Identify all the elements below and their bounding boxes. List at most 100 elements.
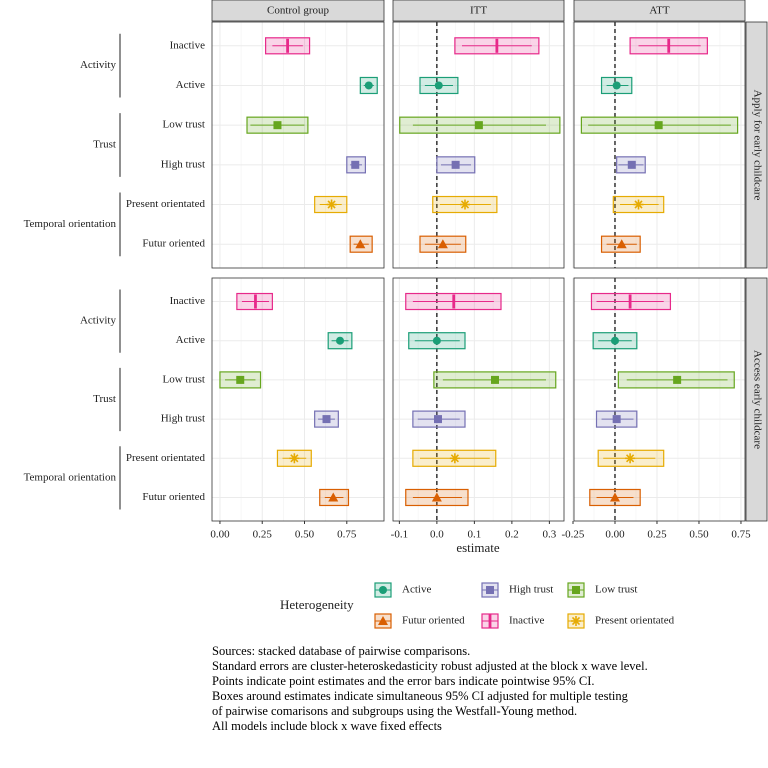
panel-border: [573, 277, 746, 522]
legend-key: [374, 613, 392, 629]
marker: [378, 616, 388, 625]
point-estimate: [326, 199, 337, 210]
y-tick-label: Futur oriented: [142, 491, 205, 503]
point-estimate: [236, 375, 245, 384]
legend-key: [374, 582, 392, 598]
x-tick-label: -0.25: [562, 529, 585, 541]
panel-border: [573, 21, 746, 269]
y-tick-label: High trust: [161, 158, 205, 170]
legend-label: Active: [402, 584, 431, 596]
group-label: Trust: [93, 393, 116, 405]
legend-label: High trust: [509, 584, 553, 596]
x-tick-label: 0.75: [731, 529, 751, 541]
note: Points indicate point estimates and the …: [212, 674, 595, 688]
marker: [322, 415, 331, 424]
marker: [486, 586, 494, 594]
strip-label: Access early childcare: [751, 350, 763, 449]
legend-label: Inactive: [509, 615, 545, 627]
point-estimate: [495, 38, 499, 53]
point-estimate: [273, 121, 282, 130]
y-tick-label: Active: [176, 334, 205, 346]
y-tick-label: Present orientated: [126, 198, 206, 210]
point-estimate: [667, 38, 671, 53]
marker: [379, 586, 387, 594]
marker: [434, 415, 442, 424]
point-estimate: [449, 453, 460, 464]
group-label: Activity: [80, 315, 117, 327]
marker: [434, 81, 443, 90]
marker: [474, 121, 483, 130]
panel-border: [211, 21, 385, 269]
y-tick-label: Active: [176, 79, 205, 91]
marker: [450, 454, 459, 463]
note: of pairwise comarisons and subgroups usi…: [212, 704, 577, 718]
marker: [628, 294, 632, 309]
x-tick-label: 0.25: [647, 529, 667, 541]
legend-key: [481, 613, 499, 629]
point-estimate: [254, 294, 257, 309]
marker: [612, 81, 621, 90]
y-tick-label: High trust: [161, 413, 205, 425]
strip: [745, 21, 768, 269]
point-estimate: [460, 199, 470, 210]
point-estimate: [328, 492, 339, 502]
marker: [328, 492, 339, 502]
point-estimate: [336, 336, 345, 345]
strip-label: ITT: [470, 5, 487, 17]
marker: [273, 121, 282, 130]
marker: [355, 239, 366, 249]
marker: [452, 294, 456, 309]
x-tick-label: 0.25: [253, 529, 273, 541]
point-estimate: [437, 239, 448, 249]
point-estimate: [286, 38, 289, 53]
point-estimate: [432, 336, 441, 345]
marker: [571, 616, 581, 626]
panel: [574, 22, 745, 268]
marker: [610, 336, 619, 345]
y-tick-label: Present orientated: [126, 452, 206, 464]
marker: [336, 336, 345, 345]
panel: [393, 278, 564, 521]
marker: [437, 239, 448, 249]
marker: [634, 200, 643, 209]
x-tick-label: 0.75: [337, 529, 357, 541]
strip-label: Apply for early childcare: [751, 90, 763, 201]
x-tick-label: 0.0: [430, 529, 444, 541]
strip: [392, 0, 565, 22]
legend-label: Low trust: [595, 584, 637, 596]
strip: [211, 0, 385, 22]
legend-title: Heterogeneity: [280, 597, 354, 612]
note: Sources: stacked database of pairwise co…: [212, 644, 470, 658]
group-label: Temporal orientation: [24, 218, 117, 230]
marker: [432, 336, 441, 345]
y-tick-label: Low trust: [163, 119, 205, 131]
marker: [290, 454, 299, 463]
point-estimate: [289, 453, 300, 464]
point-estimate: [612, 81, 621, 90]
marker: [460, 200, 470, 209]
point-estimate: [673, 375, 682, 384]
x-tick-label: 0.1: [468, 529, 482, 541]
point-estimate: [355, 239, 366, 249]
point-estimate: [364, 81, 373, 90]
marker: [495, 38, 499, 53]
point-estimate: [610, 336, 619, 345]
marker: [254, 294, 257, 309]
point-estimate: [474, 121, 483, 130]
marker: [491, 375, 499, 384]
legend-key: [481, 582, 499, 598]
panel-border: [392, 277, 565, 522]
panel: [212, 22, 384, 268]
point-estimate: [633, 199, 644, 210]
point-estimate: [491, 375, 499, 384]
marker: [431, 492, 442, 502]
marker: [627, 160, 636, 169]
point-estimate: [434, 415, 442, 424]
legend-key: [567, 582, 585, 598]
marker: [609, 492, 620, 502]
marker: [667, 38, 671, 53]
point-estimate: [431, 492, 442, 502]
y-tick-label: Inactive: [170, 295, 206, 307]
x-tick-label: 0.50: [689, 529, 709, 541]
